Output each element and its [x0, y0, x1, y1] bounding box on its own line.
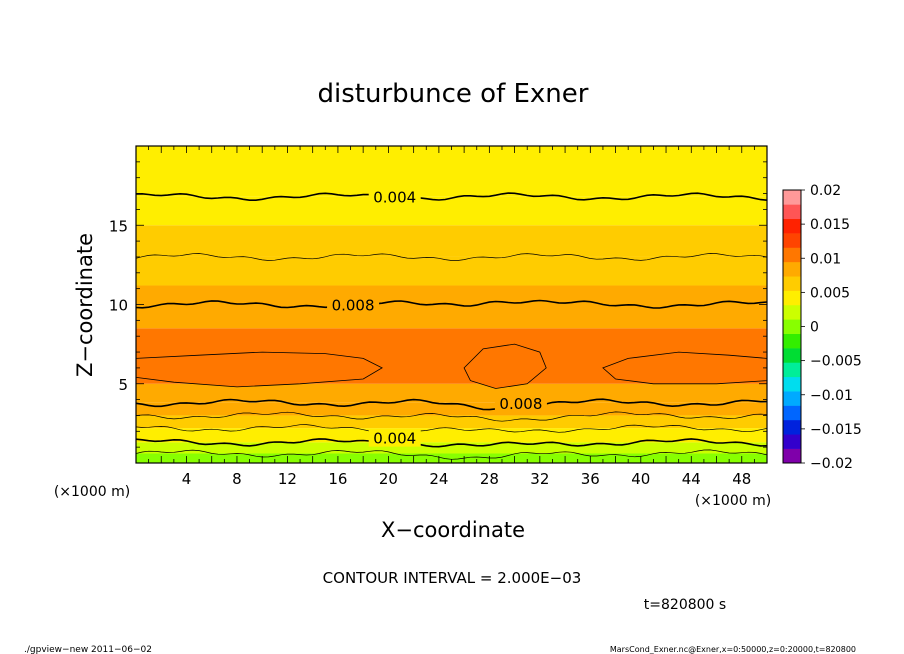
x-axis-label: X−coordinate — [381, 518, 525, 542]
x-tick-label: 12 — [278, 470, 297, 488]
contour-line-1 — [136, 438, 767, 448]
value-band-7 — [136, 304, 767, 329]
value-band-11 — [136, 196, 767, 226]
chart-title: disturbunce of Exner — [318, 79, 589, 109]
footer-right: MarsCond_Exner.nc@Exner,x=0:50000,z=0:20… — [610, 645, 856, 654]
contour-label-bg-3 — [368, 428, 421, 447]
colorbar-swatch — [783, 448, 801, 464]
plot-area: 0.004 0.008 0.008 0.004 — [136, 146, 767, 463]
colorbar-swatch — [783, 304, 801, 320]
colorbar-swatch — [783, 233, 801, 248]
x-tick-label: 48 — [732, 470, 751, 488]
time-text: t=820800 s — [644, 597, 726, 613]
colorbar-tick-label: −0.015 — [810, 422, 862, 438]
x-tick-label: 36 — [581, 470, 600, 488]
value-band-5 — [136, 383, 767, 403]
x-tick-label: 20 — [379, 470, 398, 488]
x-tick-label: 8 — [232, 470, 242, 488]
colorbar-swatch — [783, 218, 801, 234]
colorbar-swatch — [783, 362, 801, 378]
x-tick-label: 40 — [631, 470, 650, 488]
maximum-region-2 — [602, 351, 767, 385]
colorbar-tick-label: 0.02 — [810, 183, 841, 199]
colorbar-swatch — [783, 290, 801, 306]
contour-label-0: 0.004 — [373, 189, 416, 207]
x-tick-label: 16 — [328, 470, 347, 488]
colorbar-tick-label: −0.005 — [810, 354, 862, 370]
value-band-1 — [136, 442, 767, 454]
x-tick-label: 32 — [530, 470, 549, 488]
maximum-region-1 — [463, 343, 547, 389]
colorbar-swatch — [783, 434, 801, 449]
colorbar-tick-label: −0.02 — [810, 456, 853, 472]
value-band-0 — [136, 453, 767, 463]
contour-label-bg-1 — [327, 295, 380, 314]
colorbar-swatch — [783, 405, 801, 421]
contour-line-3 — [136, 411, 767, 422]
y-tick-label: 10 — [109, 297, 128, 315]
contour-label-bg-0 — [368, 187, 421, 206]
value-band-4 — [136, 402, 767, 416]
x-tick-label: 24 — [429, 470, 448, 488]
contour-line-5 — [136, 299, 767, 309]
y-tick-label: 5 — [118, 376, 128, 394]
colorbar-tick-label: 0.01 — [810, 251, 841, 267]
colorbar-swatch — [783, 204, 801, 220]
maximum-region-0 — [136, 351, 383, 388]
x-axis-unit-right: (×1000 m) — [695, 493, 771, 509]
colorbar-swatch — [783, 333, 801, 349]
colorbar-swatch — [783, 391, 801, 406]
contour-line-4 — [136, 398, 767, 411]
footer-left: ./gpview−new 2011−06−02 — [24, 645, 152, 654]
x-tick-label: 4 — [182, 470, 192, 488]
contour-label-2: 0.008 — [499, 395, 542, 413]
colorbar-tick-label: 0 — [810, 320, 819, 336]
colorbar-swatch — [783, 348, 801, 363]
colorbar-swatch — [783, 419, 801, 435]
colorbar-swatch — [783, 247, 801, 263]
contour-interval-text: CONTOUR INTERVAL = 2.000E−03 — [323, 569, 582, 587]
colorbar-swatch — [783, 319, 801, 334]
x-tick-label: 28 — [480, 470, 499, 488]
value-band-10 — [136, 225, 767, 257]
colorbar-swatch — [783, 276, 801, 291]
y-axis-unit: (×1000 m) — [54, 484, 130, 500]
value-band-9 — [136, 256, 767, 286]
colorbar-swatch — [783, 190, 801, 205]
y-axis-label: Z−coordinate — [73, 233, 97, 377]
value-band-2 — [136, 428, 767, 443]
value-band-3 — [136, 415, 767, 429]
colorbar-tick-label: 0.015 — [810, 217, 850, 233]
contour-label-1: 0.008 — [332, 297, 375, 315]
contour-line-6 — [136, 253, 767, 261]
colorbar-tick-label: −0.01 — [810, 388, 853, 404]
colorbar-swatch — [783, 376, 801, 392]
colorbar-swatch — [783, 261, 801, 277]
colorbar-tick-label: 0.005 — [810, 285, 850, 301]
colorbar — [782, 189, 802, 464]
contour-label-3: 0.004 — [373, 430, 416, 448]
contour-label-bg-2 — [494, 393, 547, 412]
contour-line-2 — [136, 424, 767, 433]
value-band-12 — [136, 146, 767, 197]
contour-line-7 — [136, 192, 767, 201]
value-band-8 — [136, 285, 767, 305]
y-tick-label: 15 — [109, 217, 128, 235]
x-tick-label: 44 — [682, 470, 701, 488]
